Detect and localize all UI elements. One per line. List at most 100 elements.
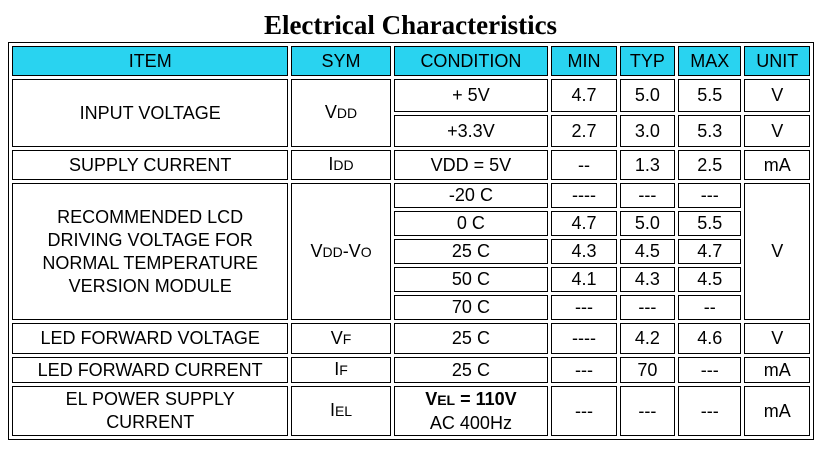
title: Electrical Characteristics — [263, 10, 558, 40]
condition-line: 25 C — [452, 360, 490, 380]
max-cell: -- — [677, 295, 742, 320]
table-row: 50 C 4.1 4.3 4.5 — [12, 267, 810, 292]
condition-cell: 0 C — [393, 211, 549, 236]
sym-cell: VF — [291, 323, 391, 354]
typ-cell: 5.0 — [619, 211, 675, 236]
min-cell: 4.1 — [551, 267, 617, 292]
condition-line: VEL = 110V — [425, 389, 516, 409]
sym-cell: VDD — [291, 79, 391, 147]
condition-cell: VEL = 110V AC 400Hz — [393, 386, 549, 436]
item-line: EL POWER SUPPLY — [65, 389, 235, 409]
table-row: SUPPLY CURRENT IDD VDD = 5V -- 1.3 2.5 mA — [12, 150, 810, 180]
text: VDD = 5V — [430, 154, 512, 175]
text: 0 C — [456, 213, 485, 233]
min-cell: 4.7 — [551, 79, 617, 112]
typ-cell: 70 — [619, 357, 675, 383]
max-cell: 2.5 — [677, 150, 742, 180]
typ-cell: --- — [619, 386, 675, 436]
text: AC 400Hz — [429, 412, 512, 433]
unit-cell: V — [744, 115, 810, 147]
text: V — [310, 240, 323, 261]
typ-cell: --- — [619, 295, 675, 320]
text: 70 C — [451, 297, 490, 317]
text: V — [324, 102, 337, 122]
unit-cell: mA — [744, 357, 810, 383]
item-cell: INPUT VOLTAGE — [12, 79, 289, 147]
min-cell: 4.3 — [551, 239, 617, 264]
condition-cell: 25 C — [393, 239, 549, 264]
condition-cell: 50 C — [393, 267, 549, 292]
unit-cell: V — [744, 323, 810, 354]
text: 25 C — [451, 328, 490, 348]
text: 50 C — [451, 269, 490, 289]
text: + 5V — [452, 85, 490, 105]
item-cell: RECOMMENDED LCD DRIVING VOLTAGE FOR NORMAL… — [12, 183, 289, 320]
header-cell: CONDITION — [393, 46, 549, 76]
condition-cell: + 5V — [393, 79, 549, 112]
text: = 110V — [455, 388, 517, 409]
typ-cell: 4.5 — [619, 239, 675, 264]
unit-cell: V — [744, 183, 810, 320]
subscript: EL — [334, 403, 353, 419]
condition-cell: -20 C — [393, 183, 549, 208]
condition-cell: 25 C — [393, 357, 549, 383]
max-cell: 5.5 — [677, 79, 742, 112]
item-line: SUPPLY CURRENT — [69, 154, 232, 175]
sym-cell: IEL — [291, 386, 391, 436]
text: I — [328, 154, 334, 174]
table-row: 0 C 4.7 5.0 5.5 — [12, 211, 810, 236]
text: 25 C — [451, 241, 490, 261]
min-cell: ---- — [551, 183, 617, 208]
header-cell: SYM — [291, 46, 391, 76]
condition-line: VDD = 5V — [431, 155, 512, 175]
table-row: 25 C 4.3 4.5 4.7 — [12, 239, 810, 264]
typ-cell: --- — [619, 183, 675, 208]
condition-line: + 5V — [452, 85, 490, 105]
item-cell: EL POWER SUPPLY CURRENT — [12, 386, 289, 436]
text: +3.3V — [447, 120, 495, 141]
text: V — [425, 388, 438, 409]
item-line: LED FORWARD CURRENT — [37, 359, 263, 380]
header-cell: MAX — [677, 46, 742, 76]
table-row: RECOMMENDED LCD DRIVING VOLTAGE FOR NORMAL… — [12, 183, 810, 320]
table-row: LED FORWARD VOLTAGE VF 25 C ---- 4.2 4.6 V — [12, 323, 810, 354]
typ-cell: 4.2 — [619, 323, 675, 354]
sym-cell: IF — [291, 357, 391, 383]
min-cell: 2.7 — [551, 115, 617, 147]
subscript: EL — [437, 391, 456, 408]
condition-line: 50 C — [452, 269, 490, 289]
text: -20 C — [448, 185, 493, 205]
text: I — [334, 359, 340, 379]
header-cell: UNIT — [744, 46, 810, 76]
table-row: LED FORWARD CURRENT IF 25 C --- 70 --- mA — [12, 357, 810, 383]
table-row: EL POWER SUPPLY CURRENT IEL VEL = 110V AC 40… — [12, 386, 810, 436]
max-cell: --- — [677, 357, 742, 383]
max-cell: 5.5 — [677, 211, 742, 236]
condition-line: 0 C — [457, 213, 485, 233]
sym-cell: VDD-VO — [291, 183, 391, 320]
max-cell: --- — [677, 183, 742, 208]
item-line: CURRENT — [106, 412, 195, 432]
characteristics-table: ITEM SYM CONDITION MIN TYP MAX UNIT INPUT VOLTA… — [8, 42, 814, 440]
item-line: VERSION MODULE — [68, 275, 232, 296]
unit-cell: mA — [744, 386, 810, 436]
unit-cell: V — [744, 79, 810, 112]
min-cell: --- — [551, 357, 617, 383]
max-cell: 4.5 — [677, 267, 742, 292]
typ-cell: 5.0 — [619, 79, 675, 112]
text: V — [330, 327, 343, 348]
min-cell: 4.7 — [551, 211, 617, 236]
item-line: NORMAL TEMPERATURE — [42, 252, 259, 273]
condition-line: AC 400Hz — [430, 413, 512, 433]
max-cell: 4.6 — [677, 323, 742, 354]
header-cell: TYP — [619, 46, 675, 76]
item-line: LED FORWARD VOLTAGE — [40, 328, 260, 348]
max-cell: 5.3 — [677, 115, 742, 147]
header-row: ITEM SYM CONDITION MIN TYP MAX UNIT — [12, 46, 810, 76]
header-cell: ITEM — [12, 46, 289, 76]
text: -V — [342, 240, 361, 261]
subscript: O — [360, 243, 372, 260]
max-cell: --- — [677, 386, 742, 436]
condition-cell: 70 C — [393, 295, 549, 320]
